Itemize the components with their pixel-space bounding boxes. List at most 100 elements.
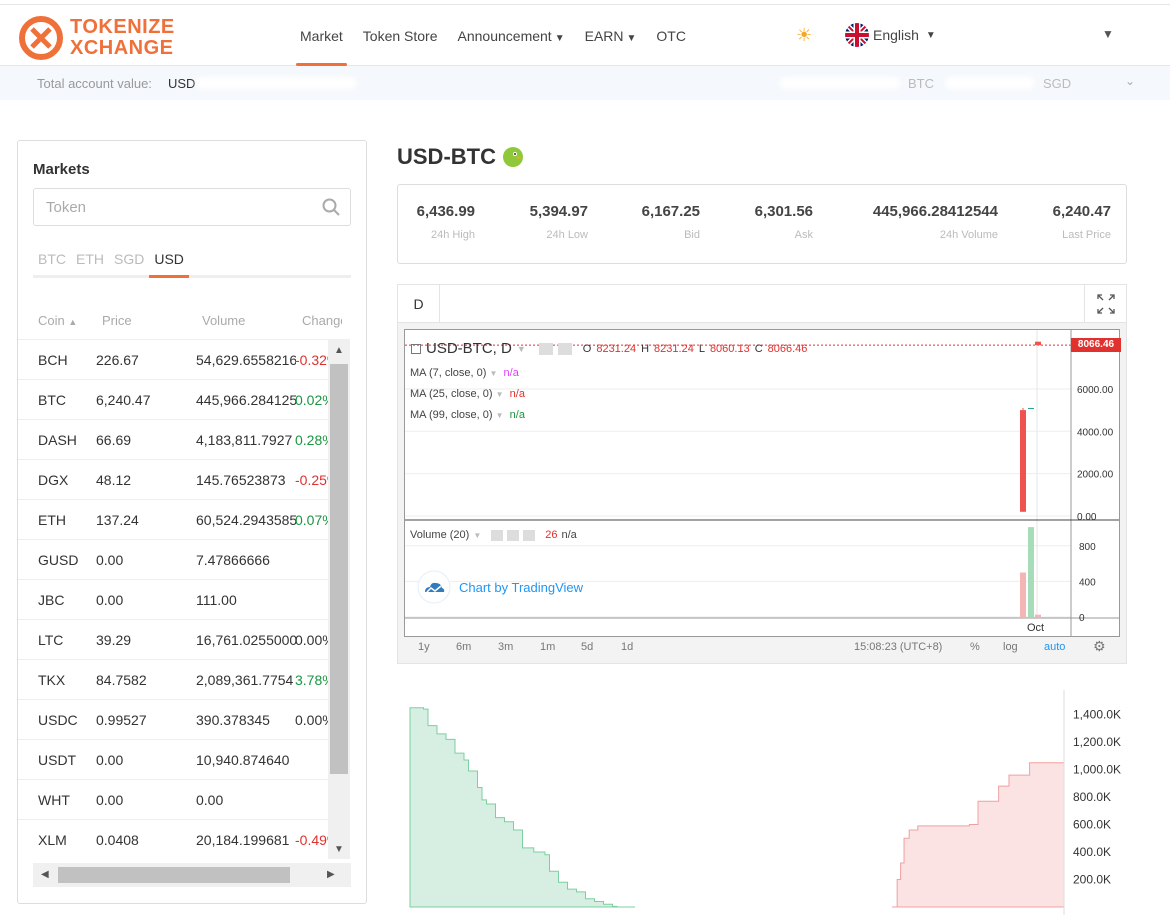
nav-otc[interactable]: OTC [656,28,686,44]
hidden-balance [780,77,900,89]
scrollbar-thumb[interactable] [58,867,290,883]
account-value-label: Total account value: [37,76,152,91]
percent-toggle[interactable]: % [970,641,980,653]
col-coin[interactable]: Coin ▲ [38,313,78,328]
tradingview-chart[interactable]: 6000.00 4000.00 2000.00 0.00 800 400 0 USD-BTC… [404,329,1121,637]
stat-24h-low: 5,394.97 24h Low [529,203,588,241]
candle-body [1035,341,1041,346]
account-menu-chevron-icon[interactable]: ▼ [1102,27,1114,41]
depth-tick-label: 200.0K [1073,873,1111,887]
log-toggle[interactable]: log [1003,641,1018,653]
range-1d[interactable]: 1d [621,641,634,653]
scroll-left-arrow-icon[interactable]: ◀ [41,869,49,880]
range-3m[interactable]: 3m [498,641,514,653]
ohlc-open: 8231.24 [596,342,637,355]
top-navbar: TOKENIZE XCHANGE Market Token Store Anno… [0,4,1170,66]
fullscreen-icon[interactable] [1084,285,1126,323]
depth-tick-label: 1,400.0K [1073,708,1121,722]
market-row-usdt[interactable]: USDT 0.00 10,940.874640 [18,739,328,779]
market-row-dgx[interactable]: DGX 48.12 145.76523873 -0.25% [18,459,328,499]
close-icon[interactable] [523,529,536,541]
chevron-down-icon[interactable]: ▼ [516,343,526,354]
market-row-btc[interactable]: BTC 6,240.47 445,966.284125440.02% [18,379,328,419]
row-price: 137.24 [96,512,139,528]
pair-title: USD-BTC [397,144,524,170]
row-change: 0.00% [295,712,328,728]
tab-usd[interactable]: USD [149,249,189,278]
search-icon[interactable] [322,198,340,216]
vertical-scrollbar[interactable]: ▲ ▼ [328,339,350,859]
scroll-down-arrow-icon[interactable]: ▼ [334,844,344,855]
col-volume[interactable]: Volume [202,313,246,328]
row-price: 66.69 [96,432,132,448]
nav-market[interactable]: Market [290,5,353,67]
range-6m[interactable]: 6m [456,641,472,653]
row-volume: 445,966.28412544 [196,392,296,408]
market-row-usdc[interactable]: USDC 0.99527 390.378345 0.00% [18,699,328,739]
volume-bar [1028,527,1034,617]
row-coin: DGX [38,472,69,488]
nav-token-store[interactable]: Token Store [362,28,438,44]
market-row-xlm[interactable]: XLM 0.0408 20,184.199681 -0.49% [18,819,328,859]
row-price: 0.00 [96,792,124,808]
chevron-down-icon[interactable]: ⌄ [1125,74,1136,88]
gear-icon[interactable] [557,342,572,355]
market-row-gusd[interactable]: GUSD 0.00 7.47866666 [18,539,328,579]
range-1y[interactable]: 1y [418,641,430,653]
settings-icon[interactable] [538,342,553,355]
col-change[interactable]: Change [302,313,342,328]
nav-earn[interactable]: EARN ▼ [584,28,637,44]
row-change: -0.25% [295,472,328,488]
tab-sgd[interactable]: SGD [114,251,145,267]
collapse-legend-icon[interactable] [411,343,421,354]
nav-announcement[interactable]: Announcement ▼ [457,28,565,44]
scroll-right-arrow-icon[interactable]: ▶ [327,869,335,880]
depth-tick-label: 600.0K [1073,818,1111,832]
row-price: 0.99527 [96,712,147,728]
row-coin: USDT [38,752,77,768]
interval-selector[interactable]: D [398,285,440,323]
row-change: 0.28% [295,432,328,448]
market-row-wht[interactable]: WHT 0.00 0.00 [18,779,328,819]
ma-25-row[interactable]: MA (25, close, 0) ▼ n/a [410,388,525,400]
depth-chart[interactable]: 1,400.0K 1,200.0K 1,000.0K 800.0K 600.0K 400.… [397,690,1127,915]
tab-btc[interactable]: BTC [38,251,66,267]
gear-icon[interactable]: ⚙ [1093,638,1106,654]
settings-icon[interactable] [491,529,504,541]
tradingview-cloud-icon [417,570,451,604]
range-5d[interactable]: 5d [581,641,594,653]
horizontal-scrollbar[interactable]: ◀ ▶ [33,863,351,887]
col-price[interactable]: Price [102,313,132,328]
tradingview-watermark[interactable]: Chart by TradingView [417,570,583,604]
ma-7-row[interactable]: MA (7, close, 0) ▼ n/a [410,367,519,379]
scroll-up-arrow-icon[interactable]: ▲ [334,345,344,356]
gear-icon[interactable] [507,529,520,541]
language-label: English [873,27,919,43]
theme-toggle-sun-icon[interactable]: ☀ [796,25,813,45]
row-coin: USDC [38,712,78,728]
auto-toggle[interactable]: auto [1044,641,1066,653]
row-coin: XLM [38,832,67,848]
row-price: 0.00 [96,592,124,608]
row-volume: 0.00 [196,792,224,808]
token-search-input[interactable] [34,189,304,225]
depth-tick-label: 1,000.0K [1073,763,1121,777]
volume-tick-label: 800 [1079,542,1096,553]
price-tick-label: 6000.00 [1077,385,1114,396]
row-coin: JBC [38,592,65,608]
candlestick-chart[interactable]: 6000.00 4000.00 2000.00 0.00 800 400 0 [405,330,1119,636]
language-selector[interactable]: English ▼ [845,23,936,47]
brand-wordmark: TOKENIZE XCHANGE [70,17,175,59]
brand-logo[interactable]: TOKENIZE XCHANGE [18,15,193,60]
ma-99-row[interactable]: MA (99, close, 0) ▼ n/a [410,409,525,421]
range-1m[interactable]: 1m [540,641,556,653]
tab-eth[interactable]: ETH [76,251,104,267]
market-row-bch[interactable]: BCH 226.67 54,629.6558216-0.32% [18,339,328,379]
last-price-tag: 8066.46 [1071,338,1121,353]
scrollbar-thumb[interactable] [330,364,348,774]
market-row-jbc[interactable]: JBC 0.00 111.00 [18,579,328,619]
